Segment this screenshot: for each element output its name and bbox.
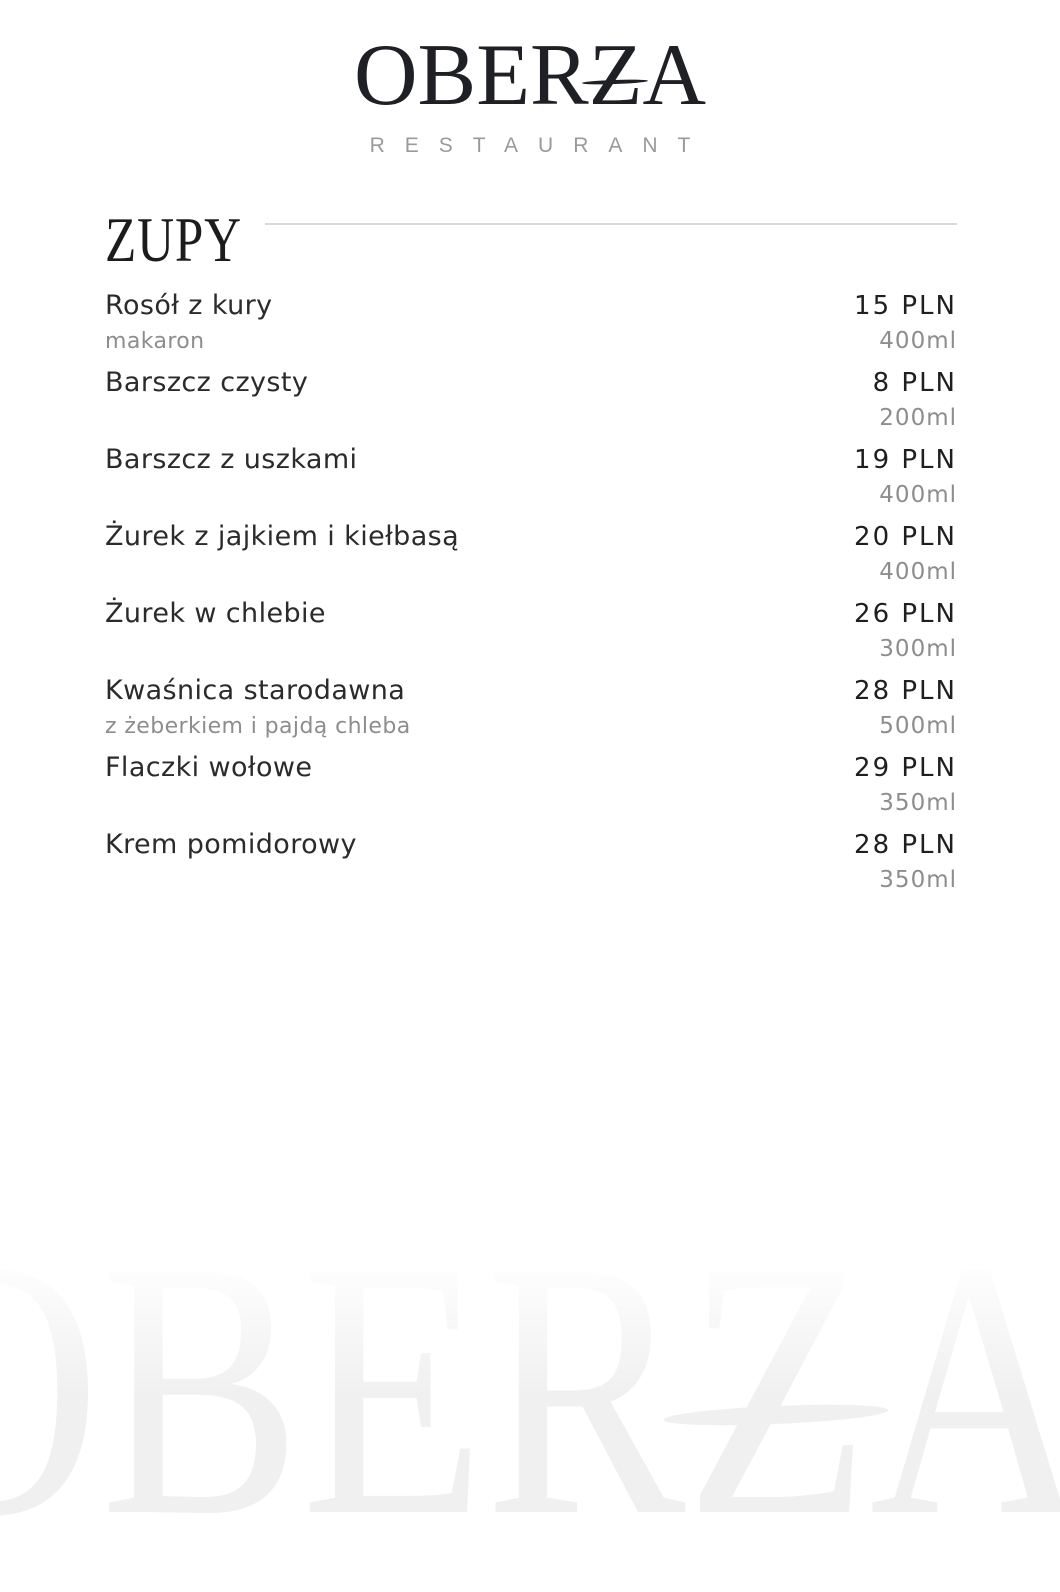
item-main-row: Barszcz z uszkami 19 PLN	[105, 444, 957, 482]
item-main-row: Żurek z jajkiem i kiełbasą 20 PLN	[105, 521, 957, 559]
menu-item: Flaczki wołowe 29 PLN 350ml	[105, 752, 957, 829]
section-heading-row: ZUPY	[105, 208, 957, 272]
dish-volume: 350ml	[879, 867, 957, 894]
logo-z-letter: Z	[588, 27, 643, 124]
dish-price: 28 PLN	[854, 676, 957, 707]
menu-item: Krem pomidorowy 28 PLN 350ml	[105, 829, 957, 906]
section-title: ZUPY	[105, 204, 242, 276]
menu-item: Kwaśnica starodawna 28 PLN z żeberkiem i…	[105, 675, 957, 752]
dish-volume: 400ml	[879, 559, 957, 586]
dish-price: 26 PLN	[854, 599, 957, 630]
dish-price: 15 PLN	[854, 291, 957, 322]
dish-price: 8 PLN	[872, 368, 957, 399]
logo-wordmark: OBERZ A	[0, 32, 1060, 120]
soups-section: ZUPY Rosół z kury 15 PLN makaron 400ml B…	[105, 208, 957, 906]
item-detail-row: 400ml	[105, 482, 957, 521]
dish-name: Rosół z kury	[105, 290, 273, 322]
logo-text-right: A	[642, 27, 707, 124]
dish-volume: 400ml	[879, 482, 957, 509]
item-main-row: Żurek w chlebie 26 PLN	[105, 598, 957, 636]
watermark-text-right: A	[869, 1186, 1060, 1592]
dish-name: Kwaśnica starodawna	[105, 675, 406, 707]
watermark-z-stroke	[663, 1401, 889, 1430]
restaurant-logo: OBERZ A RESTAURANT	[0, 0, 1060, 158]
logo-text-left: OBER	[353, 27, 589, 124]
dish-price: 20 PLN	[854, 522, 957, 553]
logo-slashed-z: Z	[582, 32, 648, 120]
menu-list: Rosół z kury 15 PLN makaron 400ml Barszc…	[105, 290, 957, 906]
menu-item: Rosół z kury 15 PLN makaron 400ml	[105, 290, 957, 367]
menu-item: Żurek z jajkiem i kiełbasą 20 PLN 400ml	[105, 521, 957, 598]
dish-description: makaron	[105, 329, 205, 355]
watermark-slashed-z: Z	[663, 1206, 889, 1573]
watermark-text-left: OBER	[0, 1186, 686, 1592]
item-main-row: Kwaśnica starodawna 28 PLN	[105, 675, 957, 713]
item-detail-row: 400ml	[105, 559, 957, 598]
item-main-row: Rosół z kury 15 PLN	[105, 290, 957, 328]
menu-item: Barszcz z uszkami 19 PLN 400ml	[105, 444, 957, 521]
dish-description: z żeberkiem i pajdą chleba	[105, 714, 411, 740]
dish-name: Żurek w chlebie	[105, 598, 326, 630]
dish-name: Krem pomidorowy	[105, 829, 357, 861]
watermark-fade-overlay	[0, 1255, 1060, 1395]
dish-volume: 300ml	[879, 636, 957, 663]
dish-price: 28 PLN	[854, 830, 957, 861]
item-detail-row: makaron 400ml	[105, 328, 957, 367]
item-detail-row: 350ml	[105, 790, 957, 829]
item-detail-row: z żeberkiem i pajdą chleba 500ml	[105, 713, 957, 752]
dish-price: 19 PLN	[854, 445, 957, 476]
dish-volume: 200ml	[879, 405, 957, 432]
dish-name: Flaczki wołowe	[105, 752, 313, 784]
dish-volume: 350ml	[879, 790, 957, 817]
menu-item: Barszcz czysty 8 PLN 200ml	[105, 367, 957, 444]
item-main-row: Krem pomidorowy 28 PLN	[105, 829, 957, 867]
item-detail-row: 200ml	[105, 405, 957, 444]
dish-name: Barszcz czysty	[105, 367, 309, 399]
heading-divider	[265, 223, 957, 226]
dish-volume: 400ml	[879, 328, 957, 355]
item-detail-row: 300ml	[105, 636, 957, 675]
logo-subtitle: RESTAURANT	[369, 134, 711, 157]
item-detail-row: 350ml	[105, 867, 957, 906]
watermark-z-letter: Z	[685, 1186, 870, 1592]
dish-volume: 500ml	[879, 713, 957, 740]
item-main-row: Barszcz czysty 8 PLN	[105, 367, 957, 405]
dish-name: Żurek z jajkiem i kiełbasą	[105, 521, 460, 553]
dish-price: 29 PLN	[854, 753, 957, 784]
dish-name: Barszcz z uszkami	[105, 444, 358, 476]
menu-item: Żurek w chlebie 26 PLN 300ml	[105, 598, 957, 675]
item-main-row: Flaczki wołowe 29 PLN	[105, 752, 957, 790]
